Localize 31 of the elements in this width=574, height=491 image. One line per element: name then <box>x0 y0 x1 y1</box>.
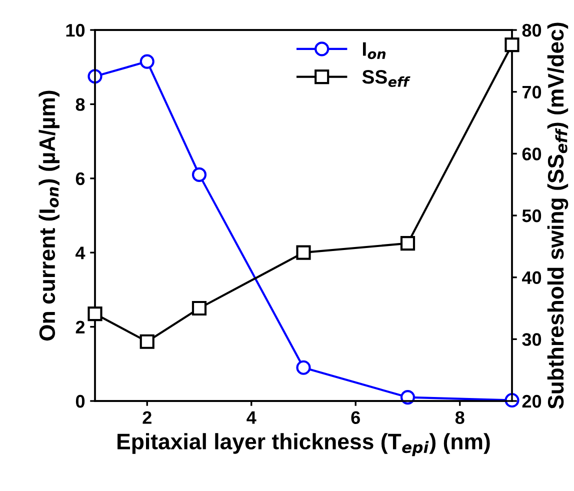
point <box>88 306 102 322</box>
point <box>140 334 154 349</box>
y2-tick-label: 70 <box>522 86 542 99</box>
y2-tick-label: 30 <box>522 333 542 346</box>
point <box>192 167 207 182</box>
y2-tick-label: 20 <box>522 394 542 408</box>
point <box>140 54 154 69</box>
y-tick-label: 8 <box>76 98 85 111</box>
y-tick-label: 6 <box>76 172 85 186</box>
legend-label: I$_{on}$ <box>363 42 386 60</box>
point <box>296 360 311 375</box>
point <box>192 300 207 316</box>
y2-tick-label: 40 <box>522 271 542 284</box>
y2-tick-label: 60 <box>522 148 542 160</box>
point <box>504 38 520 52</box>
point <box>296 245 311 260</box>
y2-tick-label: 50 <box>522 209 542 222</box>
y-tick-label: 10 <box>66 24 85 37</box>
legend-label: SS$_{eff}$ <box>362 70 410 87</box>
y-tick-label: 0 <box>76 394 85 408</box>
point <box>400 236 416 251</box>
y2-axis-title: Subthreshold swing (SS$_{eff}$) (mV/dec) <box>547 22 568 409</box>
x-tick-label: 2 <box>142 411 152 424</box>
x-tick-label: 4 <box>246 411 256 424</box>
y-tick-label: 2 <box>76 320 85 334</box>
x-axis-title: Epitaxial layer thickness (T$_{epi}$) (nm) <box>118 433 490 456</box>
y2-tick-label: 80 <box>522 24 542 37</box>
y-tick-label: 4 <box>76 246 86 260</box>
x-tick-label: 8 <box>455 411 464 424</box>
x-tick-label: 6 <box>351 411 360 424</box>
y-axis-title: On current (I$_{on}$) (µA/µm) <box>38 90 60 341</box>
